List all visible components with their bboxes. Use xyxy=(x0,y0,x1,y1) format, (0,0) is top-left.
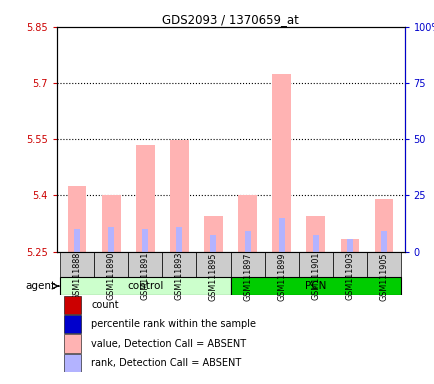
Bar xyxy=(60,277,230,295)
Text: GSM111890: GSM111890 xyxy=(106,252,115,300)
Text: GSM111905: GSM111905 xyxy=(379,252,388,301)
Text: GSM111893: GSM111893 xyxy=(174,252,184,300)
Bar xyxy=(128,252,162,277)
Text: PCN: PCN xyxy=(305,281,326,291)
Bar xyxy=(60,252,94,277)
Bar xyxy=(278,218,284,252)
Bar xyxy=(238,195,256,252)
Bar xyxy=(210,235,216,252)
Bar xyxy=(230,277,400,295)
Text: GSM111897: GSM111897 xyxy=(243,252,252,301)
Bar xyxy=(94,252,128,277)
Bar xyxy=(230,252,264,277)
Bar xyxy=(176,227,182,252)
Text: count: count xyxy=(91,300,119,310)
Text: rank, Detection Call = ABSENT: rank, Detection Call = ABSENT xyxy=(91,358,241,368)
Bar xyxy=(380,231,386,252)
Text: GSM111903: GSM111903 xyxy=(345,252,354,300)
Bar xyxy=(108,227,114,252)
Bar xyxy=(196,252,230,277)
Text: agent: agent xyxy=(26,281,56,291)
Text: GSM111888: GSM111888 xyxy=(72,252,81,300)
Title: GDS2093 / 1370659_at: GDS2093 / 1370659_at xyxy=(162,13,298,26)
Text: control: control xyxy=(127,281,163,291)
Bar xyxy=(244,231,250,252)
Bar xyxy=(170,140,188,252)
Bar xyxy=(366,252,400,277)
Bar xyxy=(67,186,86,252)
Bar xyxy=(102,195,120,252)
Text: GSM111901: GSM111901 xyxy=(311,252,319,300)
Bar xyxy=(264,252,298,277)
Text: percentile rank within the sample: percentile rank within the sample xyxy=(91,319,256,329)
Bar xyxy=(63,354,81,372)
Bar xyxy=(306,216,325,252)
Bar xyxy=(63,334,81,353)
Text: GSM111895: GSM111895 xyxy=(208,252,217,301)
Bar xyxy=(63,315,81,333)
Text: GSM111891: GSM111891 xyxy=(141,252,149,300)
Bar xyxy=(346,238,352,252)
Bar xyxy=(135,145,154,252)
Bar xyxy=(204,216,222,252)
Bar xyxy=(74,229,80,252)
Bar xyxy=(272,74,290,252)
Bar xyxy=(332,252,366,277)
Bar xyxy=(142,229,148,252)
Bar xyxy=(374,199,393,252)
Bar xyxy=(340,238,358,252)
Text: GSM111899: GSM111899 xyxy=(276,252,286,301)
Text: value, Detection Call = ABSENT: value, Detection Call = ABSENT xyxy=(91,339,246,349)
Bar xyxy=(312,235,318,252)
Bar xyxy=(63,296,81,314)
Bar xyxy=(298,252,332,277)
Bar xyxy=(162,252,196,277)
